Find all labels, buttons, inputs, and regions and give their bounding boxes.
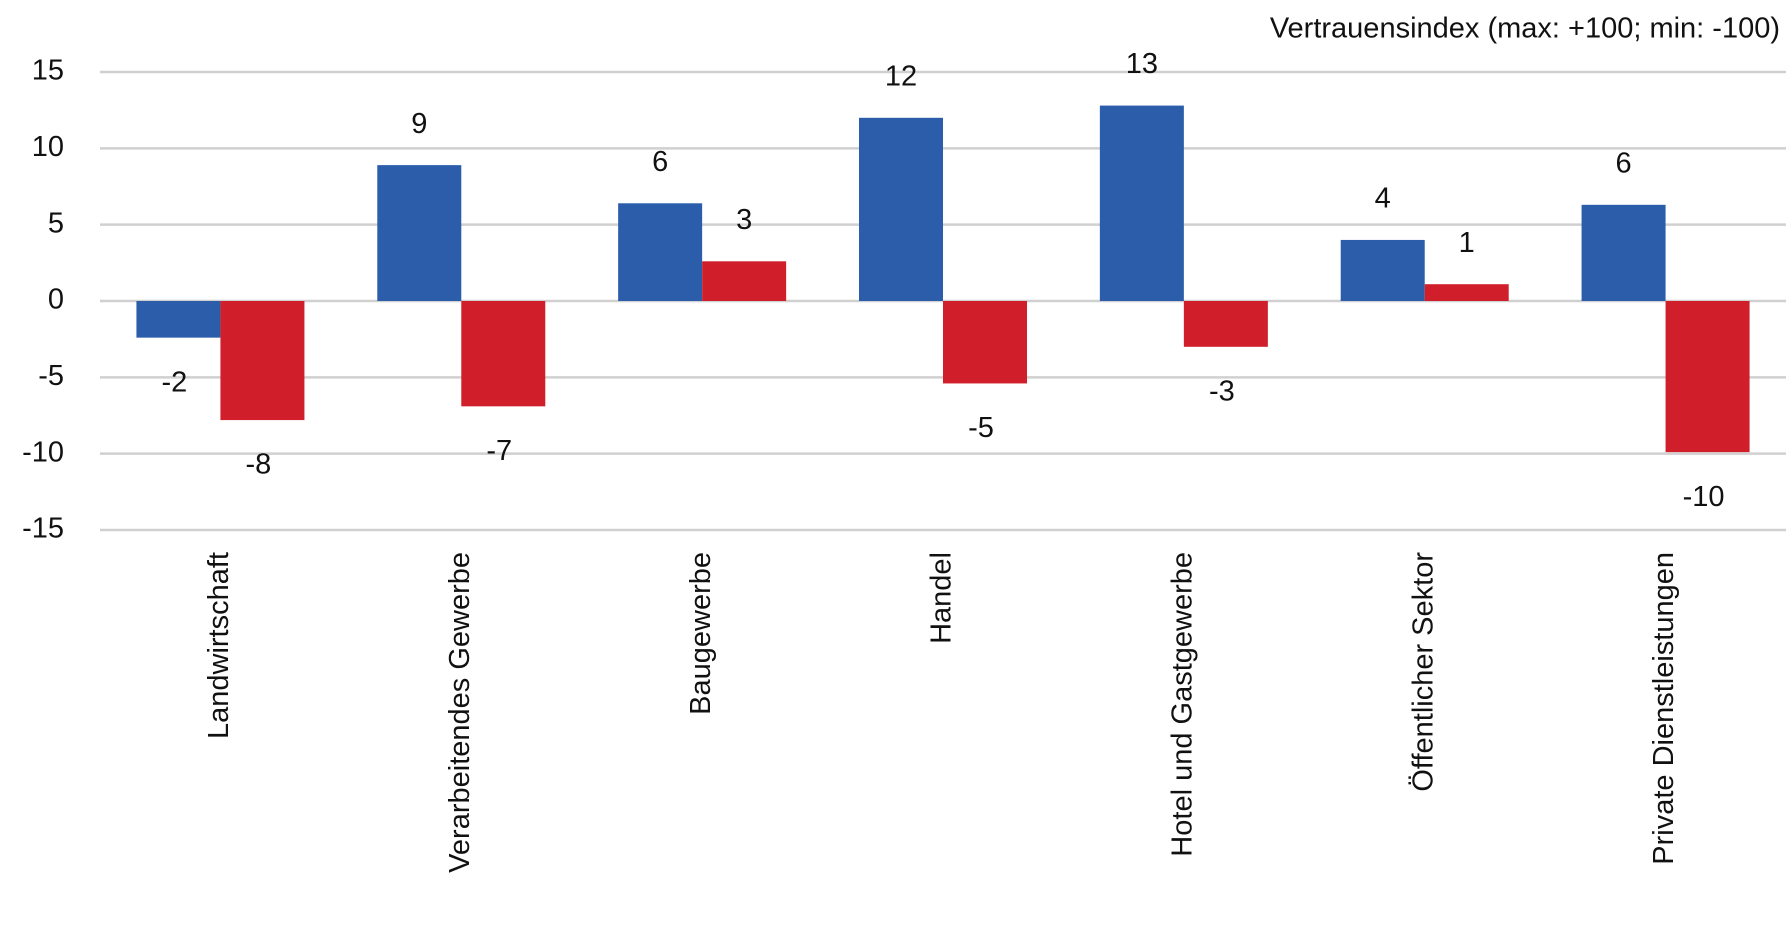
y-tick-label: 0 — [48, 284, 64, 316]
data-label: 6 — [1616, 147, 1632, 179]
data-label: 6 — [652, 146, 668, 178]
x-tick-label: Verarbeitendes Gewerbe — [444, 552, 476, 873]
data-label: 3 — [736, 204, 752, 236]
data-label: 1 — [1459, 227, 1475, 259]
bar — [136, 301, 221, 338]
bar — [1665, 301, 1750, 453]
x-tick-label: Baugewerbe — [685, 552, 717, 715]
y-tick-label: 5 — [48, 207, 64, 239]
data-label: -2 — [162, 366, 188, 398]
y-tick-label: -10 — [22, 436, 64, 468]
bar — [1340, 239, 1425, 301]
x-tick-label: Handel — [926, 552, 958, 644]
chart-title: Vertrauensindex (max: +100; min: -100) — [1270, 13, 1780, 45]
bar — [618, 203, 703, 301]
data-label: 12 — [885, 60, 917, 92]
bar — [1099, 105, 1184, 301]
data-label: 4 — [1375, 183, 1391, 215]
bar — [943, 301, 1027, 384]
bar — [702, 261, 787, 301]
y-tick-label: 10 — [32, 131, 64, 163]
data-label: 13 — [1126, 48, 1158, 80]
x-tick-label: Öffentlicher Sektor — [1407, 552, 1439, 792]
data-label: -5 — [968, 412, 994, 444]
data-label: -7 — [486, 435, 512, 467]
bar — [1183, 301, 1268, 347]
x-tick-label: Hotel und Gastgewerbe — [1167, 552, 1199, 857]
x-tick-label: Private Dienstleistungen — [1648, 552, 1680, 865]
y-tick-label: -5 — [38, 360, 64, 392]
data-label: -3 — [1209, 375, 1235, 407]
data-label: -8 — [246, 449, 272, 481]
bar — [377, 165, 462, 301]
bar — [1581, 204, 1666, 301]
bar — [859, 117, 943, 301]
bar — [220, 301, 305, 421]
y-tick-label: 15 — [32, 55, 64, 87]
bar — [461, 301, 546, 407]
x-tick-label: Landwirtschaft — [203, 552, 235, 739]
data-label: -10 — [1683, 481, 1725, 513]
y-tick-label: -15 — [22, 513, 64, 545]
bar — [1424, 284, 1509, 301]
data-label: 9 — [411, 108, 427, 140]
